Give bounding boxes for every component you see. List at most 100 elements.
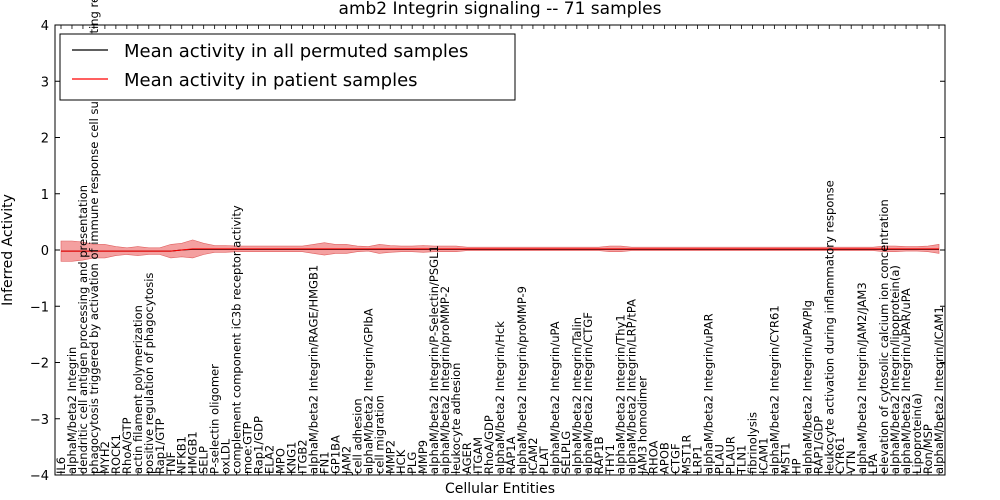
entity-label: ELA2: [263, 445, 277, 474]
legend: Mean activity in all permuted samples Me…: [59, 33, 516, 101]
entity-label: fibrinolysis: [745, 412, 759, 474]
legend-label-permuted: Mean activity in all permuted samples: [124, 41, 468, 62]
entity-label: alphaM/beta2 Integrin/JAM2/JAM3: [855, 282, 869, 474]
entity-label: AGER: [460, 442, 474, 474]
entity-label: ROCK1: [109, 434, 123, 474]
entity-label: MYH2: [98, 441, 112, 474]
entity-label: THY1: [603, 444, 617, 475]
entity-label: phagocytosis triggered by activation of …: [87, 0, 101, 474]
legend-box: [59, 33, 516, 101]
band-layer: [60, 239, 940, 262]
entity-label: P-selectin oligomer: [208, 364, 222, 474]
entity-label: MST1R: [680, 434, 694, 474]
entity-label: alphaM/beta2 Integrin/RAGE/HMGB1: [306, 265, 320, 474]
entity-label: dendritic cell antigen processing and pr…: [76, 185, 90, 474]
entity-label: KNG1: [285, 442, 299, 474]
entity-label: alphaM/beta2 Integrin/proMMP-2: [438, 286, 452, 474]
entity-label: alphaM/beta2 Integrin/Thy1: [614, 314, 628, 474]
y-tick-label: 3: [41, 75, 49, 90]
entity-label: JAM3 homodimer: [636, 376, 650, 475]
entity-label: alphaM/beta2 Integrin/CTGF: [581, 312, 595, 474]
entity-label: PLG: [405, 452, 419, 474]
entity-label: leukocyte adhesion: [449, 363, 463, 474]
entity-label: RAP1B: [592, 436, 606, 474]
entity-label: alphaM/beta2 Integrin/uPA/Plg: [800, 300, 814, 474]
entity-label: RhoA/GTP: [120, 417, 134, 474]
entity-label: JAM2: [339, 446, 353, 475]
entity-label: IL6: [54, 457, 68, 474]
entity-label: APOB: [658, 442, 672, 474]
chart-title: amb2 Integrin signaling -- 71 samples: [339, 0, 662, 19]
y-tick-label: 4: [41, 19, 49, 34]
entity-label: Rap1/GDP: [252, 416, 266, 474]
entity-label: CYR61: [833, 436, 847, 473]
x-axis-label: Cellular Entities: [445, 481, 555, 497]
entity-label: MMP2: [383, 440, 397, 474]
entity-label: oxLDL: [219, 438, 233, 474]
entity-label: RhoA/GDP: [482, 415, 496, 474]
entity-label: RAP1/GDP: [811, 416, 825, 474]
entity-label: cell adhesion: [350, 398, 364, 474]
entity-label: MPO: [274, 448, 288, 474]
entity-label: CTGF: [669, 443, 683, 474]
entity-label: alphaM/beta2 Integrin/uPAR: [702, 313, 716, 474]
entity-label: elevation of cytosolic calcium ion conce…: [877, 199, 891, 474]
entity-label: HCK: [394, 449, 408, 474]
entity-label: alphaM/beta2 Integrin/proMMP-9: [515, 286, 529, 474]
y-tick-label: −2: [30, 357, 49, 372]
y-tick-label: 0: [41, 244, 49, 259]
entity-label: ITGB2: [295, 439, 309, 474]
entity-label: LRP1: [691, 445, 705, 474]
entity-label: alphaM/beta2 Integrin/P-Selectin/PSGL1: [427, 245, 441, 474]
y-tick-label: −4: [30, 469, 49, 484]
entity-label: MST1: [778, 442, 792, 474]
entity-label: alphaM/beta2 Integrin/GPIbA: [361, 308, 375, 474]
entity-label: HP: [789, 458, 803, 474]
entity-label: Rap1/GTP: [153, 418, 167, 474]
entity-label: TNF: [164, 452, 178, 475]
entity-label: moe:GTP: [241, 422, 255, 474]
entity-label: ITGAM: [471, 437, 485, 474]
entity-label: HMGB1: [186, 431, 200, 474]
legend-label-patient: Mean activity in patient samples: [124, 70, 418, 91]
entity-label: TLN1: [735, 445, 749, 475]
entity-label: PLAU: [713, 444, 727, 474]
entity-label: alphaM/beta2 Integrin/LRP/tPA: [625, 299, 639, 474]
y-tick-label: −1: [30, 300, 49, 315]
entity-label: leukocyte activation during inflammatory…: [822, 180, 836, 474]
entity-label: GP1BA: [328, 435, 342, 474]
entity-label: RHOA: [647, 440, 661, 473]
entity-label: LPA: [866, 453, 880, 474]
entity-label: alphaM/beta2 Integrin/lipoprotein(a): [888, 265, 902, 474]
entity-label: alphaM/beta2 Integrin/uPAR/uPA: [899, 288, 913, 474]
entity-label: RAP1A: [504, 436, 518, 474]
y-tick-label: 2: [41, 132, 49, 147]
entity-label: SELPLG: [559, 431, 573, 474]
entity-label: alphaM/beta2 Integrin/CYR61: [767, 305, 781, 474]
series-layer: [61, 248, 939, 252]
entity-label: alphaM/beta2 Integrin: [65, 347, 79, 474]
entity-label: NFKB1: [175, 436, 189, 474]
y-tick-label: 1: [41, 188, 49, 203]
entity-label: FN1: [317, 451, 331, 474]
entity-label: Ron/MSP: [921, 424, 935, 474]
entity-label: alphaM/beta2 Integrin/uPA: [548, 321, 562, 474]
series-line-patient: [61, 248, 939, 252]
entity-label: MMP9: [416, 440, 430, 474]
entity-label: ICAM2: [526, 437, 540, 474]
entity-label: complement component iC3b receptor activ…: [230, 205, 244, 474]
entity-label: alphaM/beta2 Integrin/Hck: [493, 321, 507, 474]
y-axis-label: Inferred Activity: [0, 194, 16, 306]
patient-band: [60, 239, 940, 262]
axes-layer: −4 −3 −2 −1 0 1 2 3 4: [30, 19, 946, 484]
entity-label: PLAUR: [724, 436, 738, 474]
entity-label: alphaM/beta2 Integrin/Talin: [570, 317, 584, 474]
entity-label: positive regulation of phagocytosis: [142, 273, 156, 474]
entity-label: actin filament polymerization: [131, 305, 145, 474]
entity-label: alphaM/beta2 Integrin/ICAM1: [932, 306, 946, 474]
entity-label: PLAT: [537, 445, 551, 474]
entity-label: Lipoprotein(a): [910, 393, 924, 474]
entity-label: VTN: [844, 451, 858, 475]
